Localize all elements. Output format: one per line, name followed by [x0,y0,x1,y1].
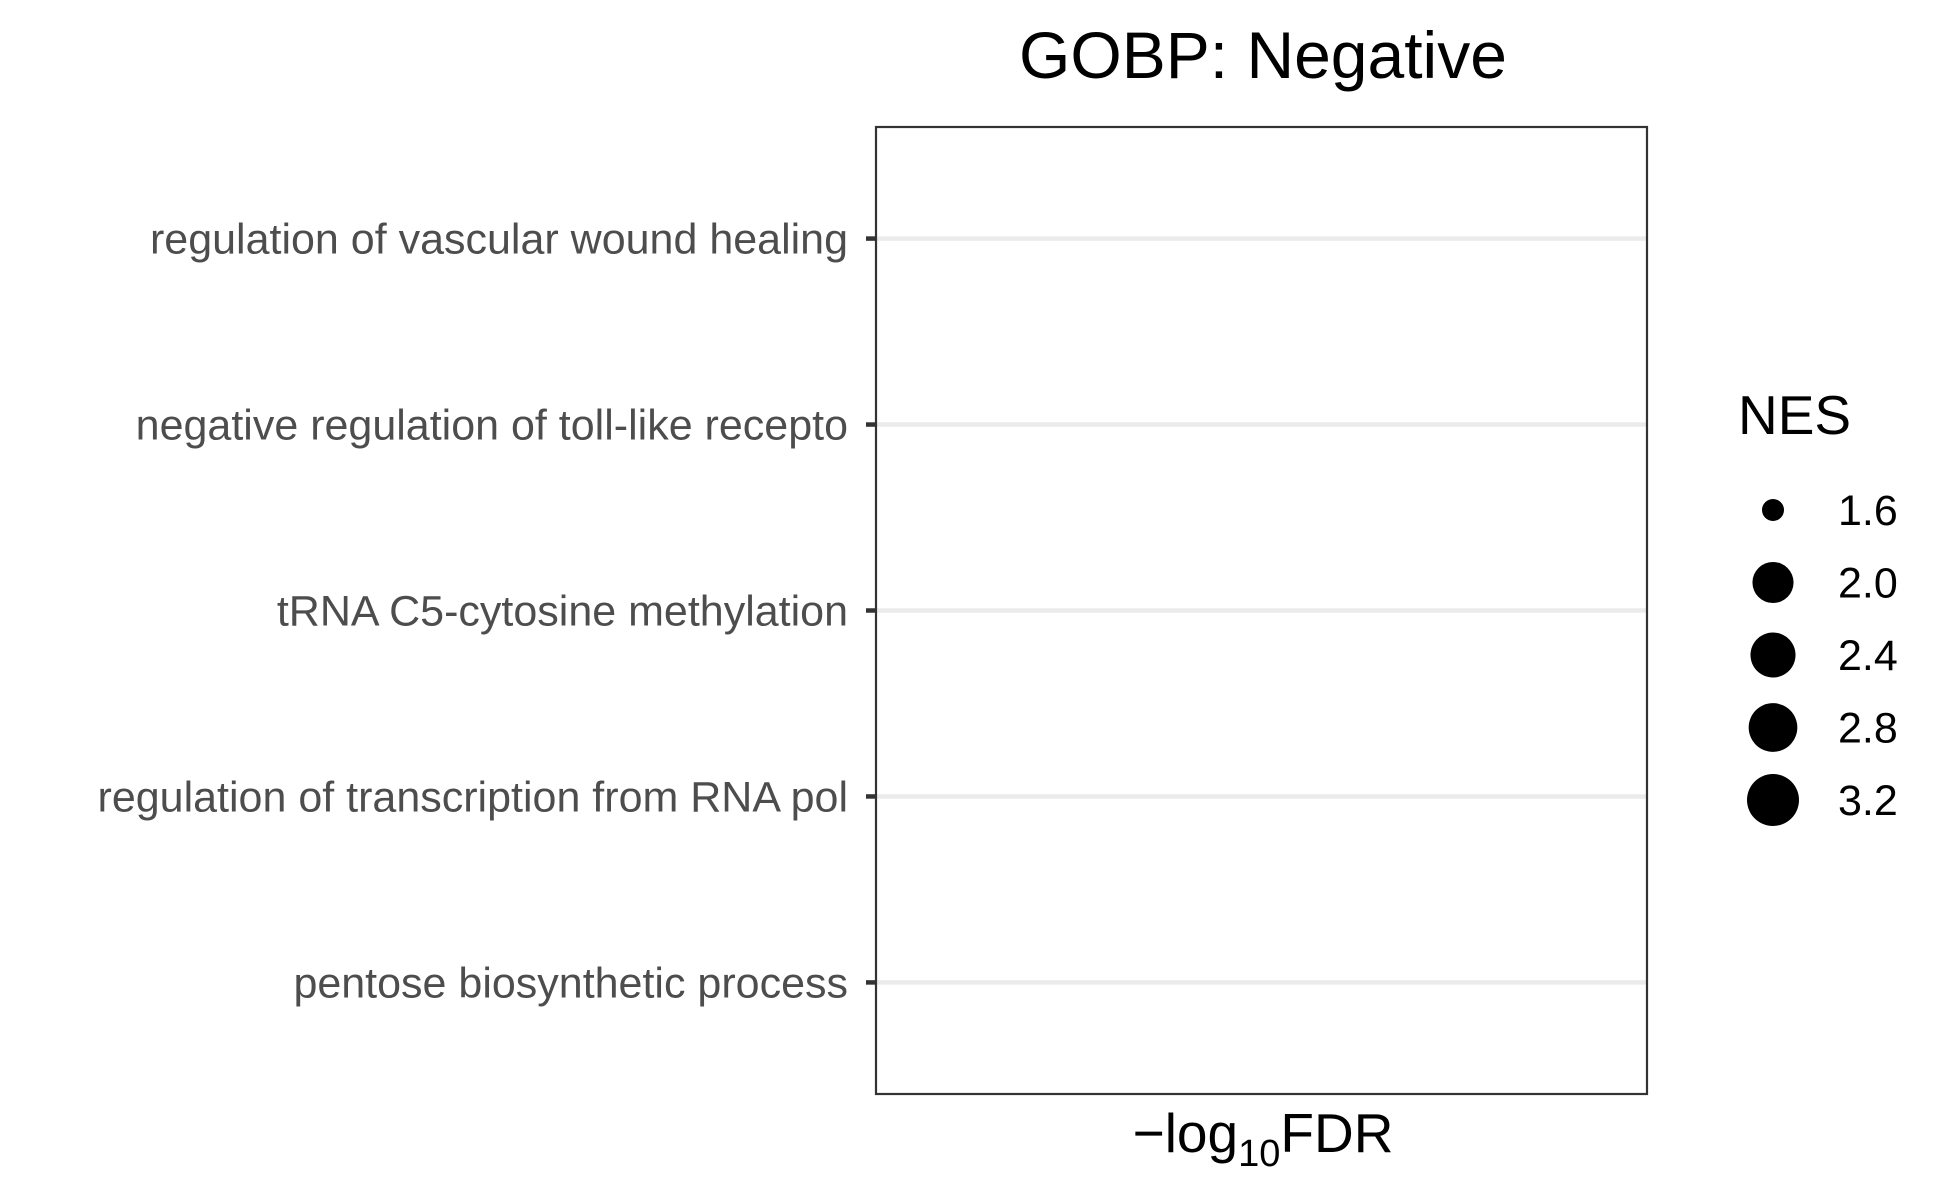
legend-size-key [1747,774,1799,826]
grid-lines [876,236,1647,985]
chart-title: GOBP: Negative [1019,18,1507,92]
legend-size-key [1752,561,1794,604]
legend-size-key [1762,499,1784,521]
legend-size-key [1750,632,1796,678]
legend-label: 2.4 [1838,632,1898,680]
y-tick-label: pentose biosynthetic process [293,959,848,1007]
x-axis-label-suffix: FDR [1280,1102,1393,1164]
y-axis: regulation of vascular wound healing nega… [98,216,876,1007]
legend-label: 2.0 [1838,560,1898,608]
legend-label: 3.2 [1838,777,1898,825]
legend-entries: 1.6 2.0 2.4 2.8 3.2 [1747,487,1898,826]
y-tick-label: tRNA C5-cytosine methylation [277,588,848,636]
legend-title: NES [1738,384,1851,446]
y-tick-label: regulation of transcription from RNA pol [98,773,848,821]
legend-size-key [1748,703,1798,752]
y-tick-label: negative regulation of toll-like recepto [136,402,848,450]
x-axis-label-prefix: −log [1133,1102,1239,1164]
legend-label: 1.6 [1838,487,1898,535]
legend-label: 2.8 [1838,705,1898,753]
x-axis-label-subscript: 10 [1238,1133,1280,1175]
y-tick-label: regulation of vascular wound healing [150,216,848,264]
x-axis-label: −log10FDR [1133,1102,1394,1175]
legend: NES 1.6 2.0 2.4 2.8 3.2 [1738,384,1898,826]
